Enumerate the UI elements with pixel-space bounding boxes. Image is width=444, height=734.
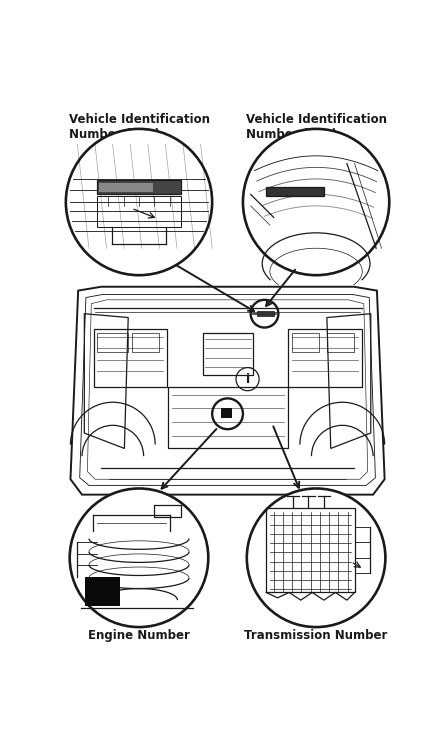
- Circle shape: [247, 489, 385, 627]
- Bar: [327, 333, 354, 352]
- Bar: [97, 181, 181, 195]
- Bar: [292, 333, 319, 352]
- Bar: [94, 329, 166, 387]
- Bar: [266, 508, 355, 592]
- Bar: [155, 506, 181, 517]
- Bar: [97, 196, 181, 227]
- Bar: [222, 407, 232, 418]
- Bar: [257, 310, 274, 316]
- Bar: [168, 387, 288, 448]
- Bar: [99, 183, 153, 192]
- Bar: [85, 577, 120, 606]
- Text: i: i: [246, 373, 250, 385]
- Bar: [289, 329, 361, 387]
- Text: Transmission Number: Transmission Number: [244, 630, 388, 642]
- Bar: [266, 186, 324, 196]
- Circle shape: [243, 129, 389, 275]
- Circle shape: [66, 129, 212, 275]
- Bar: [132, 333, 159, 352]
- Text: Vehicle Identification
Number (VIN): Vehicle Identification Number (VIN): [68, 113, 210, 141]
- Bar: [203, 333, 253, 375]
- Text: Vehicle Identification
Number (VIN): Vehicle Identification Number (VIN): [246, 113, 387, 141]
- Circle shape: [70, 489, 208, 627]
- Bar: [97, 333, 128, 352]
- Text: Engine Number: Engine Number: [88, 630, 190, 642]
